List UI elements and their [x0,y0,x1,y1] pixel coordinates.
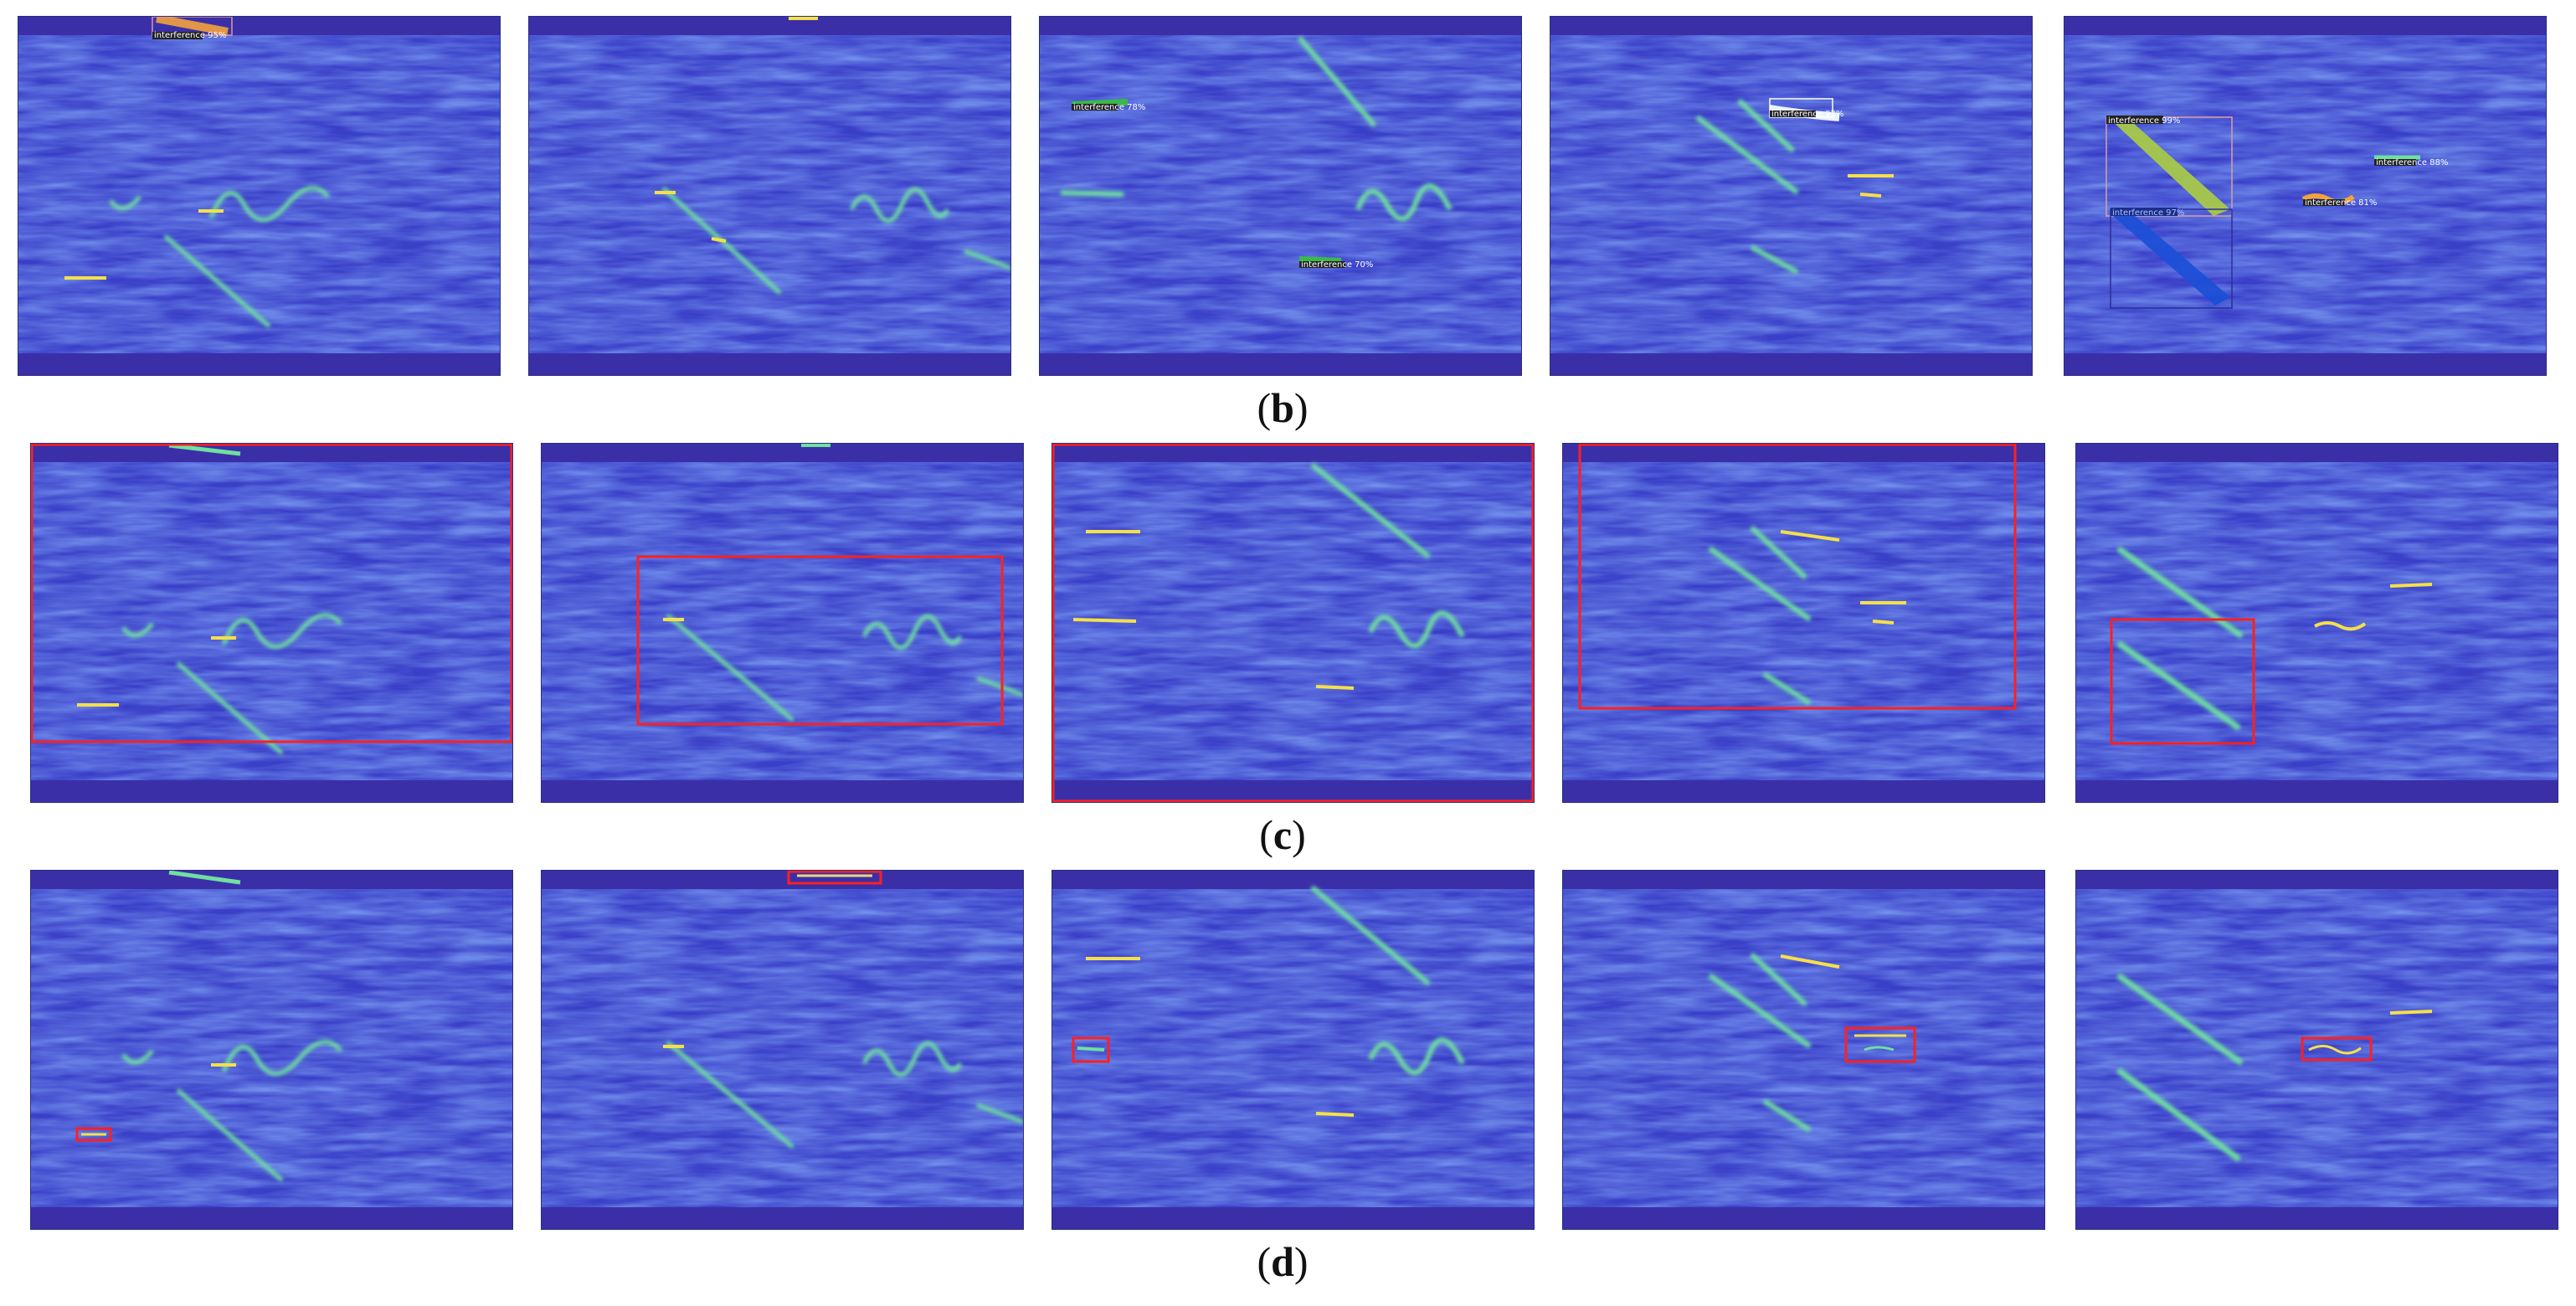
caption-d: (d) [1257,1238,1309,1285]
detection-label-b5d: interference 81% [2305,198,2377,208]
detection-label-b5b: interference 97% [2112,208,2184,218]
detection-mask-b3b [1298,256,1345,268]
spectrogram-b4: interference 92% [1550,16,2033,376]
spectrogram-c3 [1051,443,1535,803]
spectrogram-b1: interference 95% [18,16,501,376]
attention-box-c3 [1052,444,1534,802]
spectrogram-d2 [541,870,1024,1230]
attention-box-d4 [1844,1026,1916,1063]
spectrogram-c5 [2075,443,2558,803]
detection-mask-b5c [2374,155,2420,166]
spectrogram-b5: interference 99% interference 97% interf… [2064,16,2547,376]
detection-label-b4: interference 92% [1771,110,1843,119]
attention-box-c2 [636,555,1004,726]
spectrogram-d5 [2075,870,2558,1230]
detection-label-b1: interference 95% [154,31,226,40]
detection-mask-b1 [152,17,233,39]
spectrogram-d1 [30,870,513,1230]
attention-box-d3 [1072,1036,1110,1063]
detection-mask-b5b [2110,208,2233,309]
detection-label-b3b: interference 70% [1301,260,1373,270]
spectrogram-b3: interference 78% interference 70% [1039,16,1522,376]
attention-box-c5 [2110,618,2255,745]
spectrogram-c4 [1562,443,2045,803]
caption-c: (c) [1259,811,1306,858]
spectrogram-d4 [1562,870,2045,1230]
detection-label-b3a: interference 78% [1073,103,1145,112]
detection-mask-b3a [1071,99,1129,111]
spectrogram-c2 [541,443,1024,803]
attention-box-d2 [787,871,882,885]
detection-mask-b4 [1769,98,1840,121]
attention-box-d5 [2301,1036,2373,1062]
attention-box-c4 [1578,444,2017,710]
spectrogram-c1 [30,443,513,803]
spectrogram-d3 [1051,870,1535,1230]
detection-mask-b5d [2301,193,2355,206]
attention-box-d1 [75,1127,112,1142]
detection-label-b5a: interference 99% [2108,116,2180,126]
detection-label-b5c: interference 88% [2376,158,2448,167]
attention-box-c1 [31,444,512,743]
spectrogram-b2 [528,16,1011,376]
caption-b: (b) [1257,384,1309,431]
